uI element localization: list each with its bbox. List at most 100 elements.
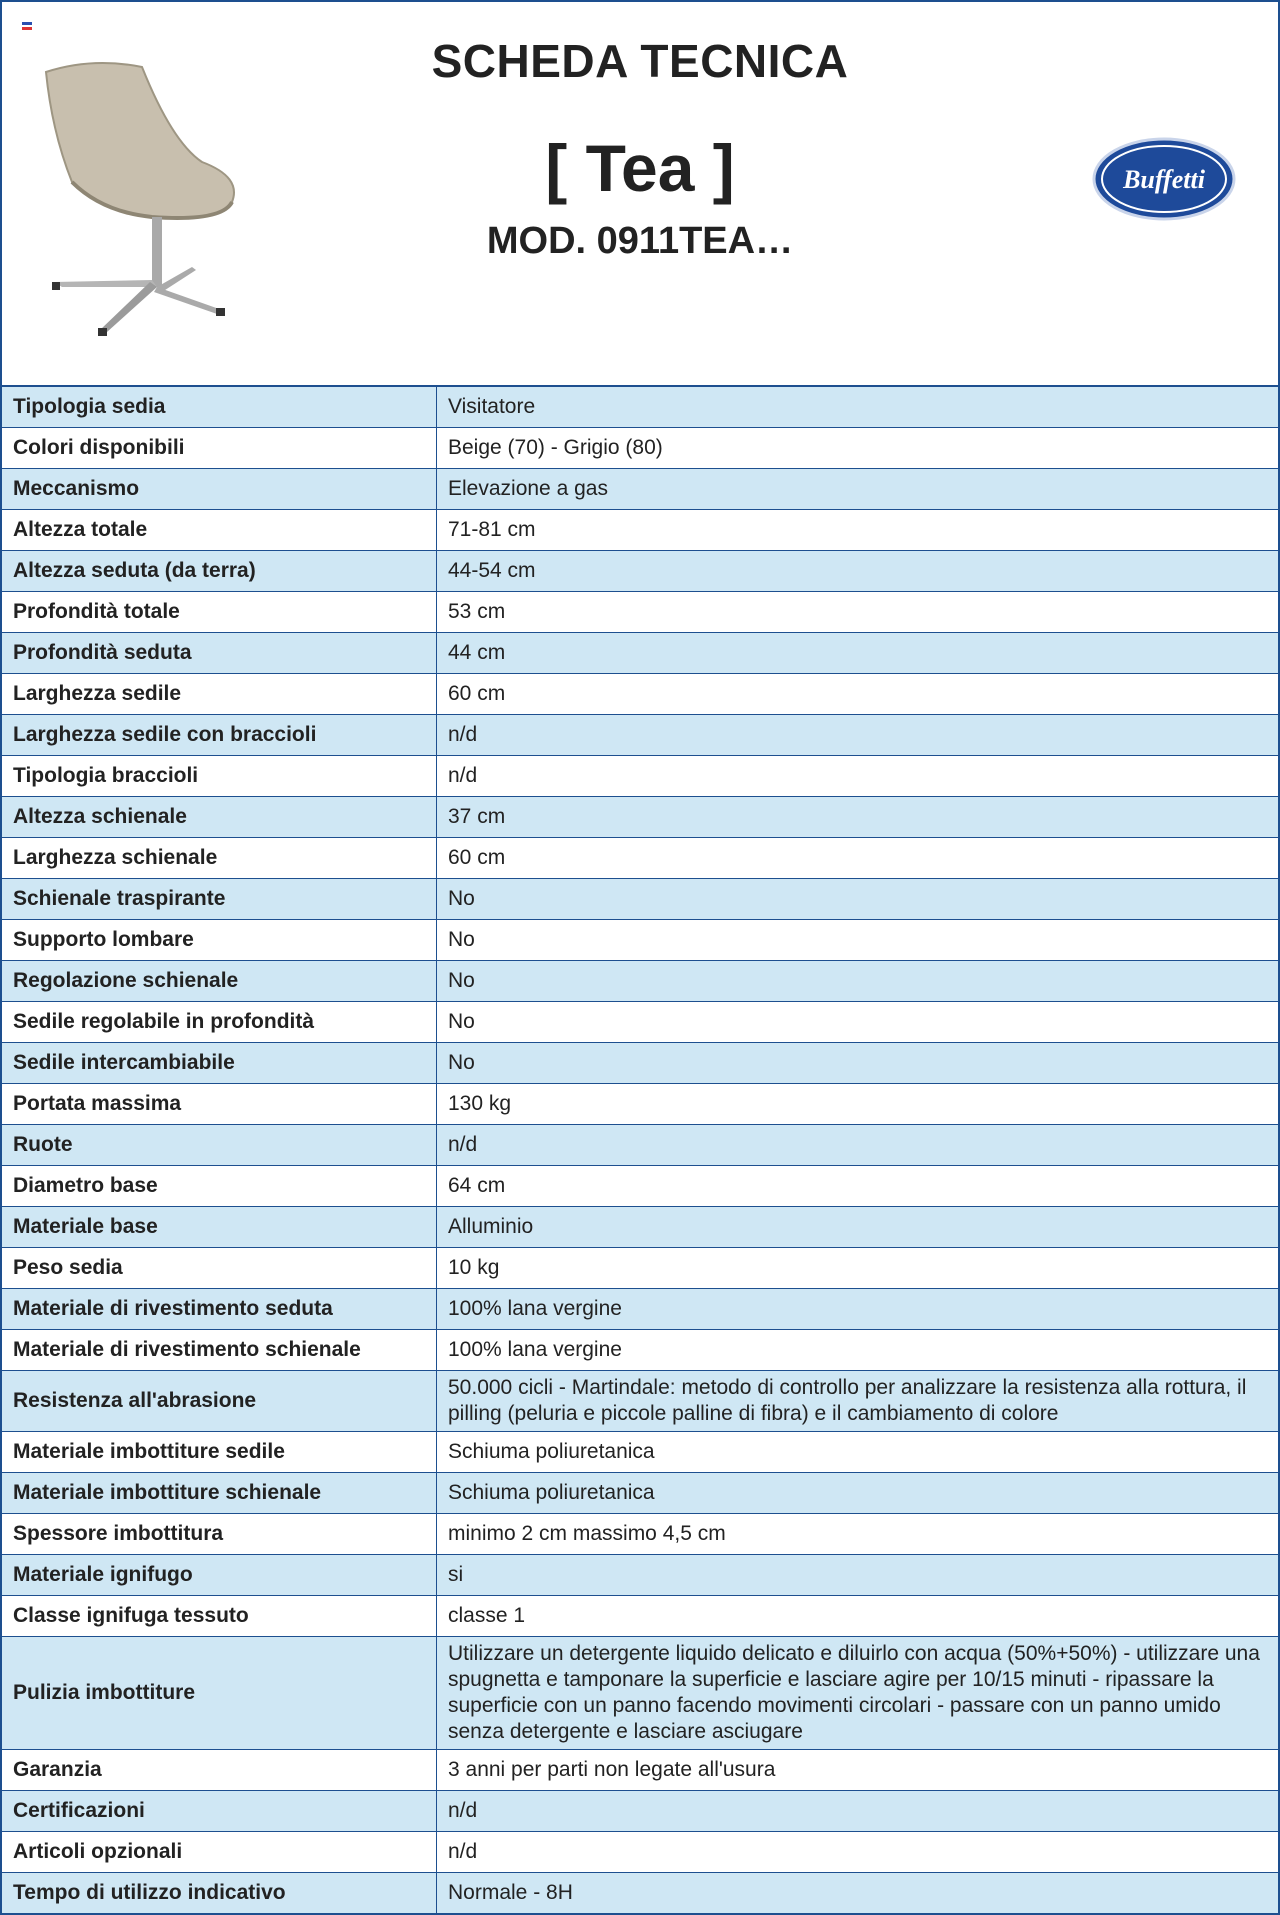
spec-row: Certificazioni n/d [2,1790,1278,1832]
spec-value: No [436,1042,1278,1084]
spec-value: 130 kg [436,1083,1278,1125]
spec-label: Materiale base [2,1206,437,1248]
spec-value: No [436,960,1278,1002]
spec-label: Altezza totale [2,509,437,551]
spec-label: Tempo di utilizzo indicativo [2,1872,437,1913]
spec-label: Resistenza all'abrasione [2,1370,437,1432]
spec-value: 53 cm [436,591,1278,633]
spec-row: Materiale ignifugo si [2,1554,1278,1596]
spec-row: Classe ignifuga tessuto classe 1 [2,1595,1278,1637]
spec-label: Diametro base [2,1165,437,1207]
spec-label: Articoli opzionali [2,1831,437,1873]
spec-row: Materiale di rivestimento seduta 100% lan… [2,1288,1278,1330]
spec-row: Materiale imbottiture schienale Schiuma p… [2,1472,1278,1514]
spec-label: Meccanismo [2,468,437,510]
spec-table: Tipologia sedia Visitatore Colori disponib… [2,387,1278,1913]
spec-row: Articoli opzionali n/d [2,1831,1278,1873]
spec-label: Profondità totale [2,591,437,633]
spec-value: 44-54 cm [436,550,1278,592]
spec-value: No [436,919,1278,961]
spec-value: n/d [436,1124,1278,1166]
spec-value: 100% lana vergine [436,1288,1278,1330]
spec-label: Larghezza schienale [2,837,437,879]
spec-row: Materiale di rivestimento schienale 100% … [2,1329,1278,1371]
spec-label: Materiale di rivestimento seduta [2,1288,437,1330]
spec-value: 100% lana vergine [436,1329,1278,1371]
spec-row: Regolazione schienale No [2,960,1278,1002]
spec-value: Normale - 8H [436,1872,1278,1913]
spec-label: Portata massima [2,1083,437,1125]
logo-text: Buffetti [1122,165,1206,194]
spec-label: Materiale imbottiture sedile [2,1431,437,1473]
spec-value: 60 cm [436,837,1278,879]
spec-label: Ruote [2,1124,437,1166]
spec-row: Garanzia 3 anni per parti non legate all'… [2,1749,1278,1791]
spec-value: Schiuma poliuretanica [436,1472,1278,1514]
spec-label: Larghezza sedile con braccioli [2,714,437,756]
spec-label: Tipologia sedia [2,387,437,428]
brand-logo: Buffetti [1092,137,1236,221]
spec-row: Larghezza schienale 60 cm [2,837,1278,879]
spec-row: Sedile intercambiabile No [2,1042,1278,1084]
spec-value: 3 anni per parti non legate all'usura [436,1749,1278,1791]
spec-label: Regolazione schienale [2,960,437,1002]
spec-row: Profondità seduta 44 cm [2,632,1278,674]
spec-value: Schiuma poliuretanica [436,1431,1278,1473]
spec-row: Peso sedia 10 kg [2,1247,1278,1289]
spec-label: Sedile intercambiabile [2,1042,437,1084]
spec-value: n/d [436,755,1278,797]
model-code: MOD. 0911TEA… [486,220,794,262]
spec-value: Visitatore [436,387,1278,428]
spec-row: Ruote n/d [2,1124,1278,1166]
spec-value: No [436,878,1278,920]
spec-row: Schienale traspirante No [2,878,1278,920]
spec-row: Pulizia imbottiture Utilizzare un deterge… [2,1636,1278,1750]
spec-row: Supporto lombare No [2,919,1278,961]
flag-icon [22,22,32,30]
spec-label: Supporto lombare [2,919,437,961]
spec-row: Tipologia sedia Visitatore [2,387,1278,428]
spec-value: minimo 2 cm massimo 4,5 cm [436,1513,1278,1555]
spec-value: 64 cm [436,1165,1278,1207]
spec-label: Classe ignifuga tessuto [2,1595,437,1637]
spec-row: Tipologia braccioli n/d [2,755,1278,797]
spec-row: Altezza schienale 37 cm [2,796,1278,838]
header: SCHEDA TECNICA [ Tea ] MOD. 0911TEA… Buf… [2,2,1278,387]
spec-label: Tipologia braccioli [2,755,437,797]
spec-row: Materiale imbottiture sedile Schiuma poli… [2,1431,1278,1473]
spec-value: Elevazione a gas [436,468,1278,510]
spec-label: Certificazioni [2,1790,437,1832]
spec-row: Altezza seduta (da terra) 44-54 cm [2,550,1278,592]
spec-row: Profondità totale 53 cm [2,591,1278,633]
spec-label: Schienale traspirante [2,878,437,920]
spec-label: Materiale ignifugo [2,1554,437,1596]
spec-value: classe 1 [436,1595,1278,1637]
spec-label: Sedile regolabile in profondità [2,1001,437,1043]
product-name: [ Tea ] [545,131,735,205]
spec-label: Spessore imbottitura [2,1513,437,1555]
spec-value: 10 kg [436,1247,1278,1289]
spec-row: Spessore imbottitura minimo 2 cm massimo … [2,1513,1278,1555]
spec-value: 37 cm [436,796,1278,838]
spec-value: Utilizzare un detergente liquido delicat… [436,1636,1278,1750]
spec-row: Portata massima 130 kg [2,1083,1278,1125]
spec-value: n/d [436,1790,1278,1832]
spec-label: Materiale imbottiture schienale [2,1472,437,1514]
spec-row: Tempo di utilizzo indicativo Normale - 8H [2,1872,1278,1913]
title: SCHEDA TECNICA [431,35,849,87]
spec-label: Altezza schienale [2,796,437,838]
spec-label: Garanzia [2,1749,437,1791]
spec-label: Larghezza sedile [2,673,437,715]
spec-row: Materiale base Alluminio [2,1206,1278,1248]
spec-label: Peso sedia [2,1247,437,1289]
spec-row: Diametro base 64 cm [2,1165,1278,1207]
spec-value: No [436,1001,1278,1043]
spec-row: Altezza totale 71-81 cm [2,509,1278,551]
spec-label: Colori disponibili [2,427,437,469]
spec-row: Larghezza sedile 60 cm [2,673,1278,715]
spec-value: Alluminio [436,1206,1278,1248]
spec-label: Altezza seduta (da terra) [2,550,437,592]
spec-value: 50.000 cicli - Martindale: metodo di con… [436,1370,1278,1432]
spec-row: Resistenza all'abrasione 50.000 cicli - M… [2,1370,1278,1432]
